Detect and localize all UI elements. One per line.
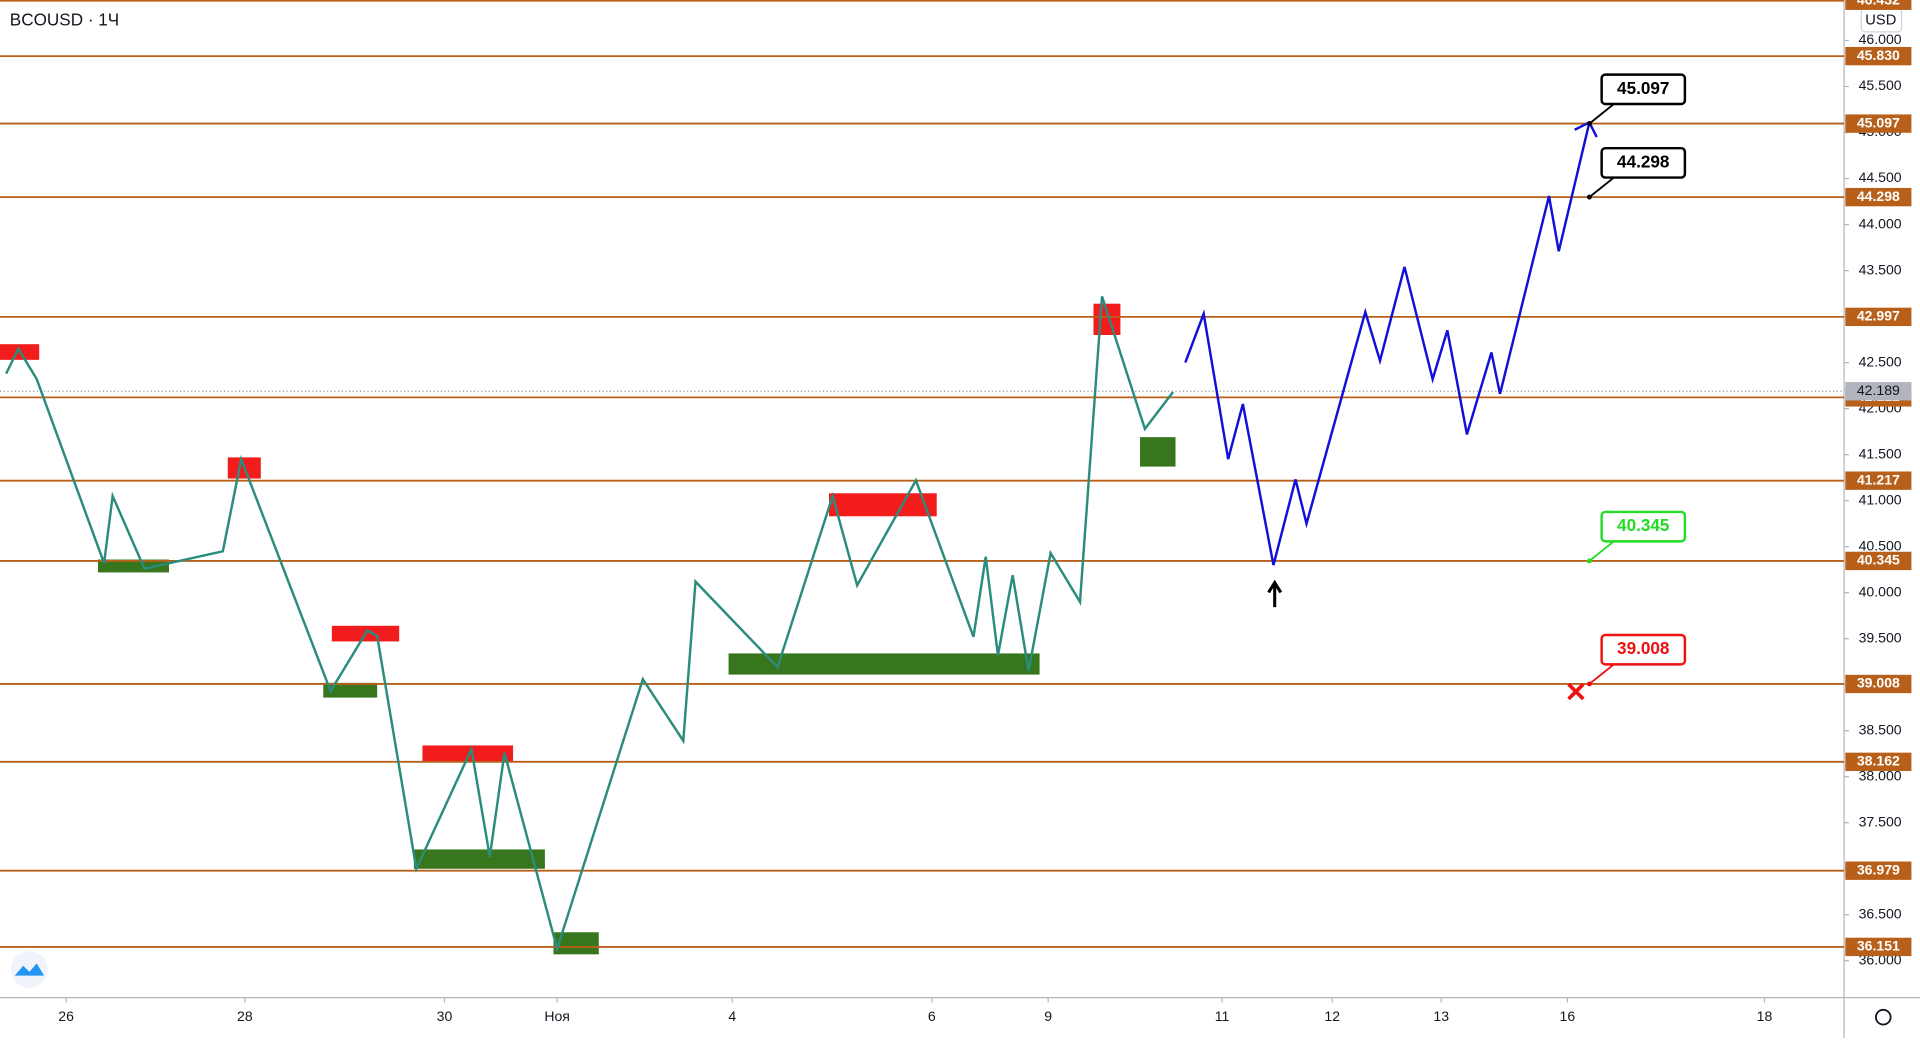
- callout-pointer: [1588, 176, 1615, 198]
- zone: [553, 932, 599, 955]
- callout-anchor: [1586, 121, 1592, 127]
- y-tick-label: 43.500: [1859, 261, 1902, 277]
- level-tag-label: 36.979: [1857, 861, 1900, 877]
- cross-mark: [1567, 682, 1585, 701]
- level-tag: [1845, 114, 1912, 133]
- zone: [728, 653, 1040, 675]
- level-tag: [1845, 46, 1912, 66]
- callout-box: [1600, 73, 1687, 106]
- level-tag: [1845, 861, 1912, 880]
- zone: [323, 682, 378, 698]
- arrow-up: [1267, 579, 1283, 608]
- y-tick-label: 44.000: [1859, 215, 1902, 231]
- level-tag-label: 41.217: [1857, 471, 1900, 487]
- x-tick-label: 9: [1044, 1008, 1052, 1024]
- y-tick-label: 41.500: [1859, 445, 1902, 461]
- level-tag: [1845, 674, 1912, 694]
- callout-pointer: [1588, 103, 1615, 125]
- level-tag: [1845, 937, 1912, 957]
- level-tag-label: 40.345: [1857, 552, 1900, 568]
- callout-pointer: [1588, 663, 1615, 685]
- y-tick-label: 37.500: [1859, 813, 1902, 829]
- callout-box: [1600, 146, 1687, 179]
- series-line: [1184, 122, 1591, 566]
- callout-box: [1600, 510, 1687, 543]
- plot: [0, 0, 1845, 955]
- level-tag: [1845, 752, 1912, 772]
- settings-icon[interactable]: [1875, 1008, 1892, 1026]
- level-tag: [1845, 187, 1912, 207]
- x-tick-label: Ноя: [544, 1008, 570, 1024]
- callout-box: [1600, 633, 1687, 666]
- zone: [1140, 437, 1176, 467]
- currency: USD: [1865, 13, 1896, 29]
- last-price-label: 42.189: [1857, 382, 1900, 398]
- level-tag: [1845, 471, 1912, 490]
- level-tag-label: 45.097: [1857, 114, 1900, 130]
- y-tick-label: 39.500: [1859, 629, 1902, 645]
- callout-label: 40.345: [1617, 515, 1670, 535]
- x-tick-label: 12: [1324, 1008, 1340, 1024]
- callout-label: 45.097: [1617, 78, 1669, 98]
- level-tag: [1845, 307, 1912, 327]
- callout-label: 44.298: [1617, 151, 1669, 171]
- y-tick-label: 40.500: [1859, 537, 1902, 553]
- y-tick-label: 45.500: [1859, 77, 1902, 93]
- x-tick-label: 26: [58, 1008, 74, 1024]
- series-line: [5, 295, 1175, 954]
- level-tag: [1845, 0, 1912, 10]
- callout-anchor: [1586, 558, 1592, 564]
- y-tick-label: 38.000: [1859, 767, 1902, 783]
- y-tick-label: 38.500: [1859, 721, 1902, 737]
- level-tag-label: 36.151: [1857, 938, 1900, 954]
- level-tag-label: 46.432: [1857, 0, 1900, 7]
- level-tag-label: 42.997: [1857, 308, 1900, 324]
- logo: [11, 951, 48, 988]
- last-price-tag: [1845, 382, 1912, 401]
- level-tag-label: 45.830: [1857, 47, 1900, 63]
- callout-pointer: [1588, 540, 1615, 562]
- callout-anchor: [1586, 681, 1592, 687]
- x-tick-label: 18: [1757, 1008, 1773, 1024]
- zone: [422, 745, 514, 762]
- zone: [828, 493, 937, 517]
- y-tick-label: 36.500: [1859, 905, 1902, 921]
- y-tick-label: 42.500: [1859, 353, 1902, 369]
- x-tick-label: 6: [928, 1008, 936, 1024]
- x-tick-label: 13: [1433, 1008, 1449, 1024]
- tags: 46.43245.83045.09744.29842.99742.12241.2…: [1586, 0, 1912, 957]
- level-tag-label: 44.298: [1857, 188, 1900, 204]
- x-tick-label: 28: [237, 1008, 253, 1024]
- x-tick-label: 16: [1560, 1008, 1576, 1024]
- level-tag-label: 38.162: [1857, 753, 1900, 769]
- y-tick-label: 41.000: [1859, 491, 1902, 507]
- y-tick-label: 44.500: [1859, 169, 1902, 185]
- callout-anchor: [1586, 194, 1592, 200]
- zone: [413, 849, 545, 869]
- symbol-title: BCOUSD · 1Ч: [10, 9, 119, 29]
- x-tick-label: 4: [728, 1008, 736, 1024]
- x-tick-label: 30: [437, 1008, 453, 1024]
- y-tick-label: 46.000: [1859, 31, 1902, 47]
- level-tag-label: 39.008: [1857, 675, 1900, 691]
- x-tick-label: 11: [1215, 1008, 1230, 1024]
- level-tag: [1845, 551, 1912, 571]
- zone: [97, 559, 169, 573]
- y-tick-label: 40.000: [1859, 583, 1902, 599]
- logo-mark: [14, 963, 45, 976]
- callout-label: 39.008: [1617, 638, 1669, 658]
